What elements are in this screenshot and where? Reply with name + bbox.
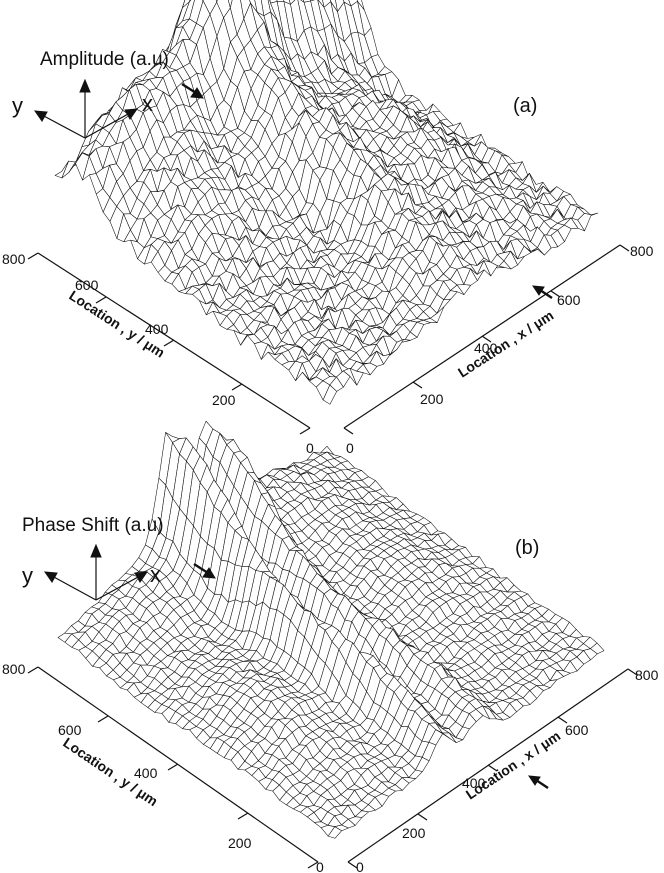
panel-b-x-ticks: 0 200 400 600 800 — [347, 667, 659, 873]
panel-a-x-tick-400: 400 — [474, 340, 498, 356]
panel-a-x-tick-800: 800 — [630, 243, 654, 259]
panel-a-y-tick-800: 800 — [2, 251, 26, 267]
panel-b-letter: (b) — [515, 537, 539, 559]
panel-b-y-tick-800: 800 — [2, 661, 26, 677]
panel-b-y-tick-400: 400 — [134, 765, 158, 781]
panel-a-x-tick-0: 0 — [346, 440, 354, 456]
panel-a-x-tick-200: 200 — [420, 391, 444, 407]
panel-a-letter: (a) — [513, 95, 537, 117]
panel-a-y-tick-0: 0 — [306, 440, 314, 456]
panel-b-x-axis-label: Location , x / μm — [463, 727, 564, 802]
panel-b-surface-mesh — [57, 420, 605, 839]
panel-b-y-tick-600: 600 — [58, 722, 82, 738]
panel-b-x-tick-800: 800 — [635, 667, 659, 683]
panel-b-y-ticks: 0 200 400 600 800 — [2, 661, 324, 873]
panel-a-orientation-indicator: y x — [12, 78, 153, 139]
panel-b-marker-arrow-top — [193, 562, 216, 579]
panel-b-phase-shift: 0 200 400 600 800 Location , y / μm 0 20… — [2, 420, 659, 873]
panel-b-y-tick-200: 200 — [228, 835, 252, 851]
panel-a-amplitude: 0 200 400 600 800 Location , y / μm 0 20… — [2, 0, 654, 456]
panel-b-x-tick-400: 400 — [462, 775, 486, 791]
panel-b-y-tick-0: 0 — [316, 859, 324, 873]
panel-a-y-direction-label: y — [12, 93, 23, 118]
panel-a-y-tick-400: 400 — [145, 321, 169, 337]
panel-a-y-tick-600: 600 — [75, 277, 99, 293]
panel-b-x-tick-600: 600 — [565, 722, 589, 738]
panel-b-marker-arrow-right — [528, 775, 549, 789]
panel-b-orientation-indicator: y x — [22, 543, 161, 601]
panel-a-surface-mesh — [54, 0, 599, 405]
panel-a-z-label: Amplitude (a.u) — [40, 49, 169, 70]
panel-a-y-tick-200: 200 — [212, 392, 236, 408]
mesh-cell — [327, 826, 342, 839]
panel-a-x-tick-600: 600 — [557, 292, 581, 308]
panel-b-y-direction-label: y — [22, 563, 33, 588]
panel-a-x-direction-label: x — [142, 91, 153, 116]
panel-b-x-tick-200: 200 — [402, 825, 426, 841]
panel-b-x-tick-0: 0 — [356, 859, 364, 873]
panel-a-marker-arrow-top — [181, 82, 204, 99]
panel-a-marker-arrow-right — [532, 285, 553, 299]
panel-a-y-ticks: 0 200 400 600 800 — [2, 251, 314, 456]
mesh-cell — [322, 384, 337, 405]
panel-b-z-label: Phase Shift (a.u) — [22, 515, 164, 536]
panel-a-x-ticks: 0 200 400 600 800 — [343, 243, 654, 456]
mesh-cell — [227, 0, 233, 9]
panel-b-x-direction-label: x — [150, 562, 161, 587]
